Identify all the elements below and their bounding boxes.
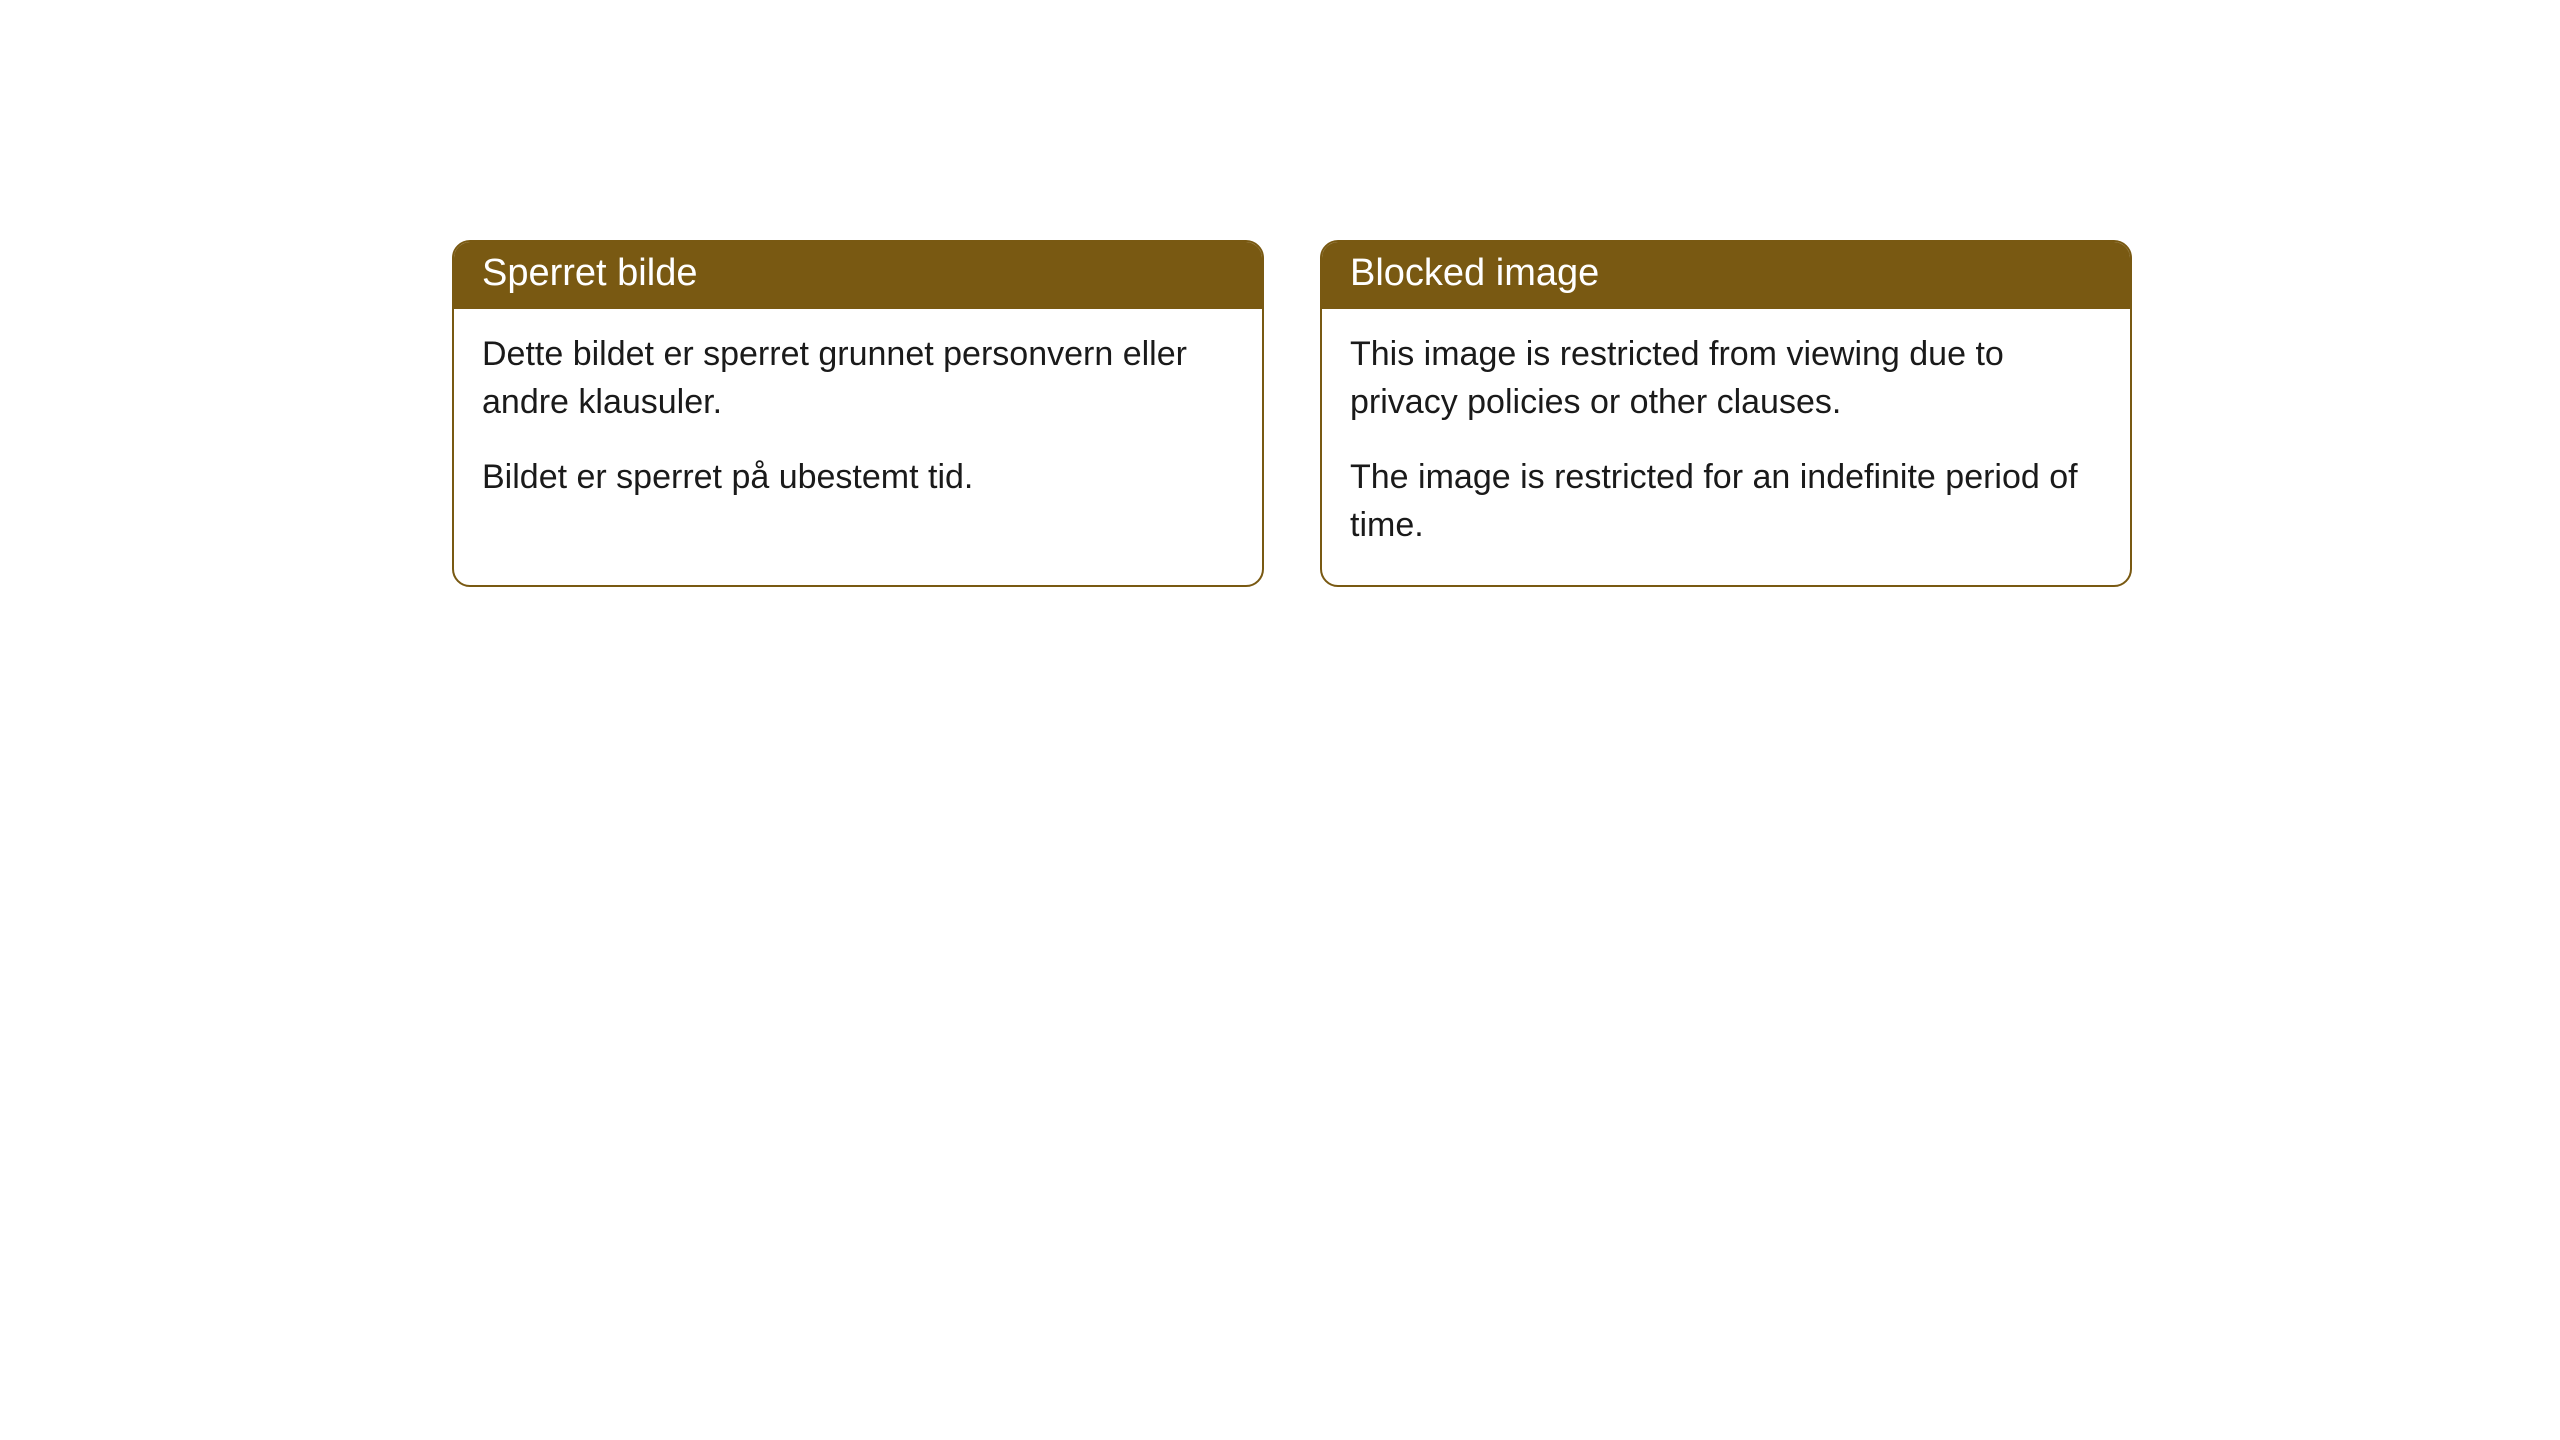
card-paragraph: Dette bildet er sperret grunnet personve… <box>482 331 1234 426</box>
card-paragraph: This image is restricted from viewing du… <box>1350 331 2102 426</box>
card-body: This image is restricted from viewing du… <box>1322 309 2130 585</box>
card-header: Blocked image <box>1322 242 2130 309</box>
notice-card-english: Blocked image This image is restricted f… <box>1320 240 2132 587</box>
card-paragraph: Bildet er sperret på ubestemt tid. <box>482 454 1234 502</box>
card-body: Dette bildet er sperret grunnet personve… <box>454 309 1262 538</box>
card-header: Sperret bilde <box>454 242 1262 309</box>
card-paragraph: The image is restricted for an indefinit… <box>1350 454 2102 549</box>
notice-card-norwegian: Sperret bilde Dette bildet er sperret gr… <box>452 240 1264 587</box>
notice-cards-container: Sperret bilde Dette bildet er sperret gr… <box>452 240 2132 587</box>
